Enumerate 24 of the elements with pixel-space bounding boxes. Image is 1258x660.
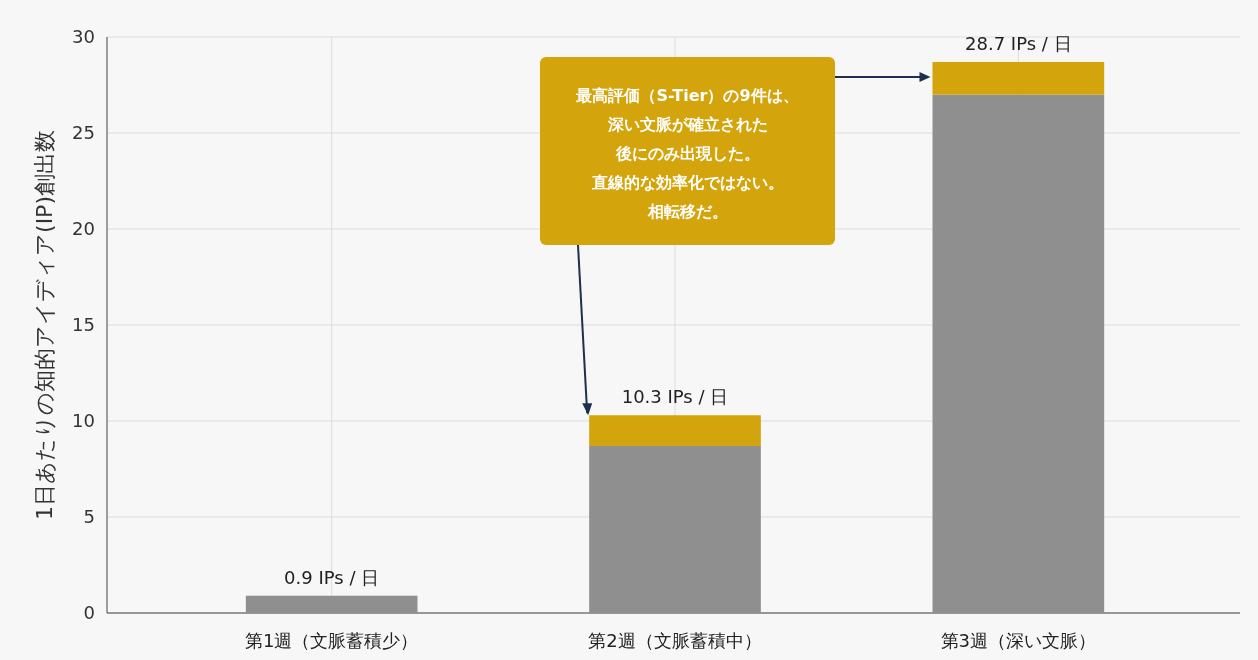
total-label: 28.7 IPs / 日 [965, 32, 1072, 54]
x-tick-label: 第3週（深い文脈） [940, 630, 1097, 651]
bar [245, 595, 418, 613]
x-tick-label: 第1週（文脈蓄積少） [244, 630, 419, 651]
bar [589, 415, 761, 446]
y-tick-label: 0 [83, 602, 95, 624]
y-tick-label: 5 [83, 506, 95, 528]
y-tick-label: 15 [72, 314, 95, 336]
total-label: 10.3 IPs / 日 [621, 386, 729, 408]
annotation: 深い文脈が確立された [606, 115, 768, 134]
annotation: 相転移だ。 [646, 202, 728, 221]
y-tick-label: 20 [72, 218, 95, 240]
annotation: 最高評価（S-Tier）の9件は、 [575, 86, 799, 105]
annotation: 直線的な効率化ではない。 [590, 173, 784, 192]
annotation: 後にのみ出現した。 [614, 144, 760, 163]
y-tick-label: 25 [72, 122, 95, 144]
bar [589, 445, 761, 613]
y-axis-title: 1日あたりの知的アイディア(IP)創出数 [32, 130, 57, 520]
x-tick-label: 第2週（文脈蓄積中） [588, 630, 762, 651]
bar [932, 61, 1105, 95]
y-tick-label: 30 [72, 26, 95, 48]
bar [932, 94, 1105, 613]
y-tick-label: 10 [72, 410, 95, 432]
total-label: 0.9 IPs / 日 [284, 566, 380, 588]
